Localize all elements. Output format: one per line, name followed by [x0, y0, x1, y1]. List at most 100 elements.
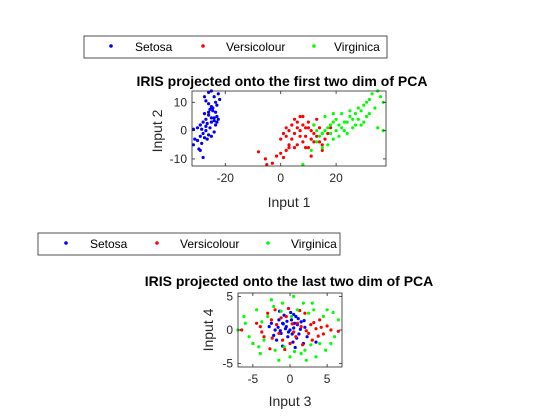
point-virginica: [362, 103, 366, 107]
point-virginica: [323, 129, 327, 133]
point-virginica: [359, 123, 363, 127]
point-setosa: [204, 129, 208, 133]
point-versicolour: [314, 327, 318, 331]
point-virginica: [266, 314, 270, 319]
point-virginica: [340, 126, 344, 130]
point-setosa: [202, 136, 207, 140]
point-setosa: [299, 320, 303, 324]
point-setosa: [292, 326, 296, 330]
x-tick-label: 0: [277, 171, 284, 185]
y-tick-label: 5: [226, 289, 233, 303]
point-setosa: [294, 314, 298, 319]
point-virginica: [331, 112, 335, 116]
point-virginica: [251, 341, 255, 346]
point-setosa: [201, 155, 205, 160]
point-virginica: [353, 112, 358, 116]
legend-marker-virginica: [266, 241, 270, 245]
point-versicolour: [298, 129, 302, 133]
point-virginica: [348, 114, 352, 119]
point-setosa: [277, 318, 281, 322]
point-versicolour: [292, 330, 296, 334]
point-virginica: [272, 304, 276, 309]
point-virginica: [288, 355, 292, 359]
point-setosa: [215, 103, 219, 107]
point-versicolour: [284, 148, 288, 152]
point-setosa: [216, 92, 220, 96]
point-virginica: [258, 351, 262, 356]
x-tick-label: 0: [287, 372, 294, 386]
point-versicolour: [270, 161, 274, 165]
point-versicolour: [317, 126, 322, 130]
point-versicolour: [292, 117, 297, 121]
point-versicolour: [301, 343, 305, 347]
y-tick-label: -5: [222, 357, 233, 371]
point-setosa: [275, 338, 279, 342]
point-virginica: [345, 120, 349, 124]
x-tick-label: -5: [248, 372, 259, 386]
point-setosa: [269, 321, 273, 325]
point-versicolour: [266, 311, 270, 315]
point-virginica: [367, 112, 371, 116]
point-versicolour: [320, 143, 324, 147]
point-virginica: [370, 92, 374, 96]
point-virginica: [367, 97, 371, 102]
point-virginica: [345, 131, 349, 136]
point-versicolour: [284, 134, 288, 138]
point-virginica: [315, 129, 319, 133]
x-tick-label: 20: [329, 171, 343, 185]
point-versicolour: [301, 140, 305, 144]
point-setosa: [314, 340, 318, 344]
point-setosa: [191, 127, 195, 131]
point-virginica: [359, 109, 363, 113]
point-virginica: [331, 120, 335, 124]
x-tick-label: -20: [217, 171, 235, 185]
point-setosa: [211, 109, 215, 113]
point-versicolour: [303, 311, 307, 315]
point-versicolour: [309, 154, 313, 158]
legend: Setosa Versicolour Virginica: [37, 232, 341, 256]
point-setosa: [305, 335, 309, 339]
legend-label-setosa: Setosa: [135, 40, 173, 54]
point-virginica: [378, 95, 383, 99]
point-versicolour: [269, 318, 273, 322]
point-virginica: [365, 114, 369, 119]
point-virginica: [273, 348, 277, 352]
point-virginica: [323, 114, 327, 119]
point-versicolour: [255, 321, 259, 325]
point-setosa: [212, 116, 216, 120]
point-virginica: [255, 308, 259, 312]
tick-labels: -5 0 5 -5 0 5: [222, 289, 342, 386]
point-versicolour: [306, 146, 310, 150]
y-tick-label: -10: [170, 152, 188, 166]
point-setosa: [209, 116, 213, 120]
point-versicolour: [304, 134, 308, 138]
point-versicolour: [312, 140, 316, 144]
point-virginica: [309, 148, 313, 152]
legend-label-virginica: Virginica: [291, 237, 337, 251]
legend-box: [83, 35, 388, 59]
point-setosa: [212, 95, 216, 99]
point-versicolour: [290, 322, 294, 326]
chart-title: IRIS projected onto the last two dim of …: [145, 273, 434, 289]
point-setosa: [286, 330, 291, 334]
point-virginica: [333, 335, 337, 339]
x-axis-label: Input 3: [269, 393, 312, 409]
point-versicolour: [284, 126, 288, 130]
point-versicolour: [240, 328, 244, 332]
point-virginica: [342, 120, 346, 124]
point-versicolour: [292, 131, 297, 136]
point-versicolour: [274, 154, 279, 158]
point-setosa: [191, 143, 195, 147]
point-setosa: [281, 322, 285, 326]
point-versicolour: [260, 330, 264, 334]
point-virginica: [326, 143, 330, 147]
point-virginica: [334, 117, 338, 121]
point-versicolour: [319, 325, 323, 329]
point-setosa: [207, 110, 211, 114]
point-virginica: [304, 358, 308, 362]
point-setosa: [216, 117, 220, 121]
point-virginica: [356, 117, 360, 121]
point-versicolour: [301, 123, 305, 127]
x-tick-label: 5: [324, 372, 331, 386]
